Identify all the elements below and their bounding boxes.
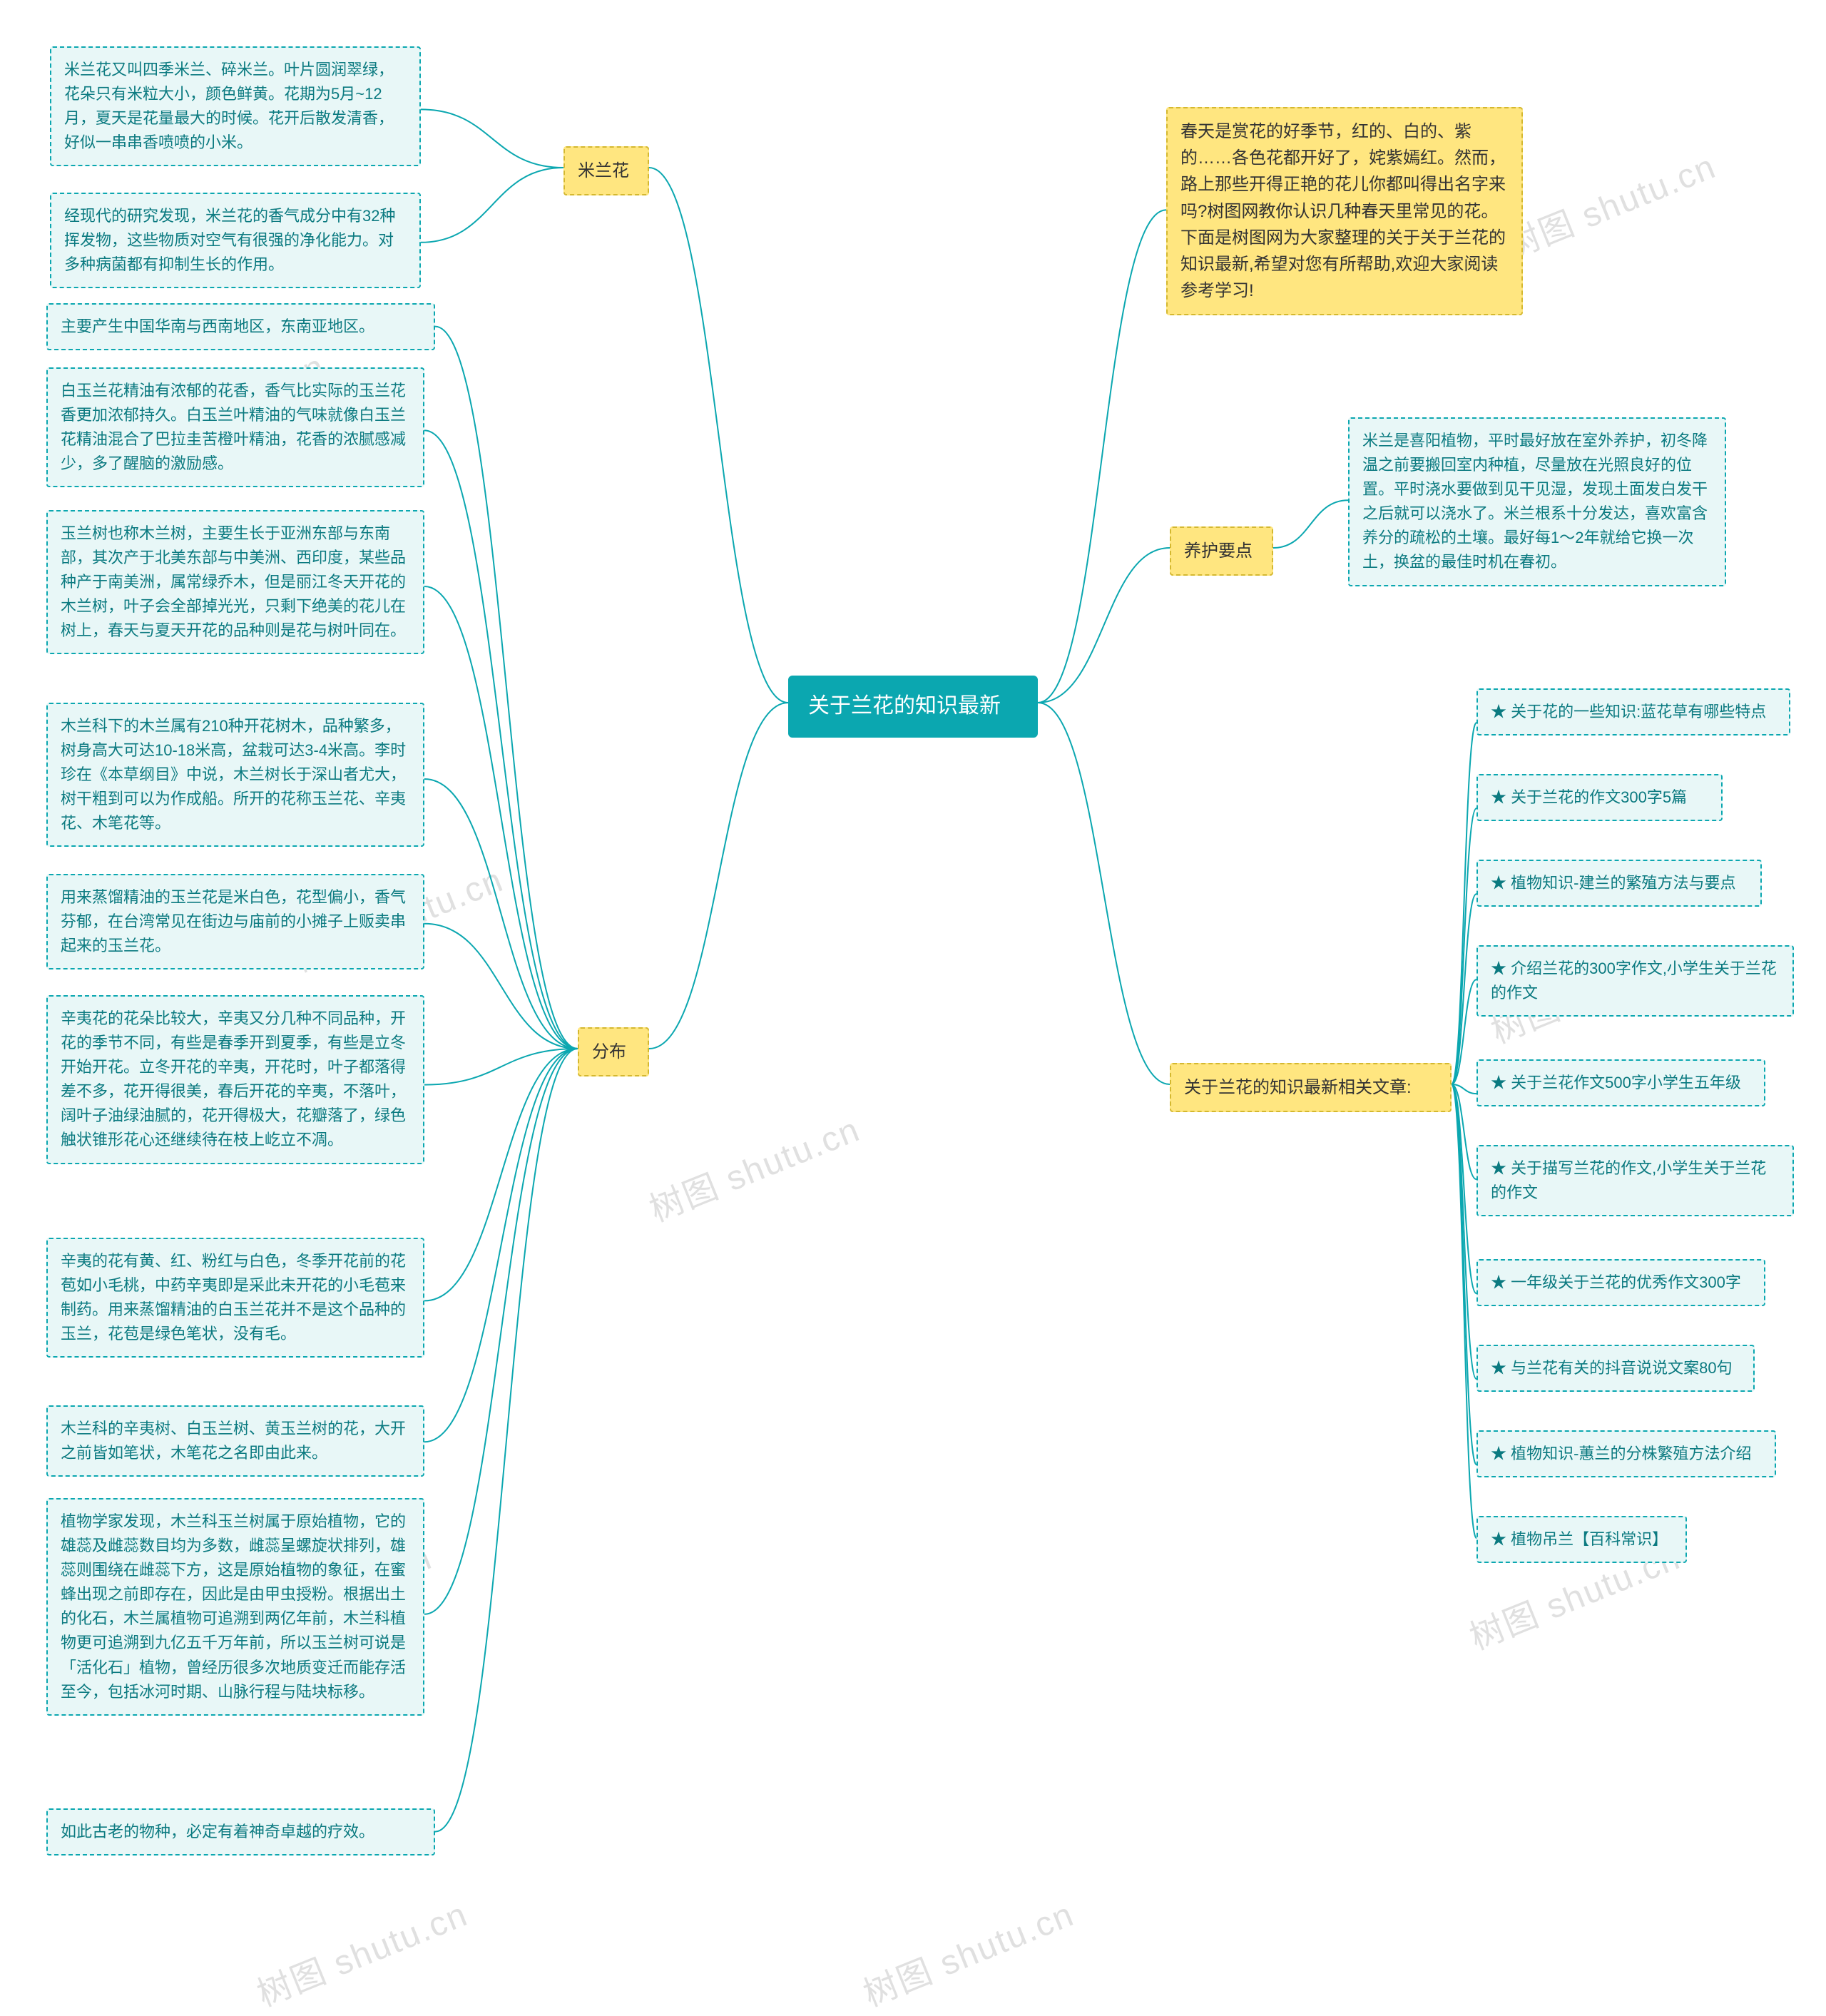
connector <box>424 1049 578 1085</box>
leaf-node: ★ 关于兰花作文500字小学生五年级 <box>1476 1059 1765 1106</box>
watermark: 树图 shutu.cn <box>641 1101 866 1231</box>
connector <box>421 109 563 168</box>
root-label: 关于兰花的知识最新 <box>808 694 1001 718</box>
leaf-node: ★ 一年级关于兰花的优秀作文300字 <box>1476 1259 1765 1306</box>
connector <box>1038 548 1170 703</box>
leaf-node: 米兰是喜阳植物，平时最好放在室外养护，初冬降温之前要搬回室内种植，尽量放在光照良… <box>1348 417 1726 586</box>
connector <box>424 1049 578 1614</box>
connector <box>424 430 578 1049</box>
leaf-node: 白玉兰花精油有浓郁的花香，香气比实际的玉兰花香更加浓郁持久。白玉兰叶精油的气味就… <box>46 367 424 487</box>
leaf-node: 木兰科的辛夷树、白玉兰树、黄玉兰树的花，大开之前皆如笔状，木笔花之名即由此来。 <box>46 1405 424 1477</box>
connector <box>649 168 788 703</box>
leaf-node: 辛夷花的花朵比较大，辛夷又分几种不同品种，开花的季节不同，有些是春季开到夏季，有… <box>46 995 424 1164</box>
branch-node[interactable]: 关于兰花的知识最新相关文章: <box>1170 1063 1452 1112</box>
branch-node[interactable]: 分布 <box>578 1027 649 1076</box>
intro-node: 春天是赏花的好季节，红的、白的、紫的……各色花都开好了，姹紫嫣红。然而，路上那些… <box>1166 107 1523 315</box>
leaf-node: 米兰花又叫四季米兰、碎米兰。叶片圆润翠绿，花朵只有米粒大小，颜色鲜黄。花期为5月… <box>50 46 421 166</box>
connector <box>1452 723 1476 1084</box>
connector <box>424 779 578 1049</box>
connector <box>1452 979 1476 1084</box>
leaf-node: 用来蒸馏精油的玉兰花是米白色，花型偏小，香气芬郁，在台湾常见在街边与庙前的小摊子… <box>46 874 424 969</box>
leaf-node: ★ 关于兰花的作文300字5篇 <box>1476 774 1723 821</box>
connector <box>1452 1084 1476 1293</box>
connector <box>424 586 578 1049</box>
leaf-node: ★ 植物知识-蕙兰的分株繁殖方法介绍 <box>1476 1430 1776 1477</box>
connector <box>1452 1084 1476 1538</box>
leaf-node: 木兰科下的木兰属有210种开花树木，品种繁多，树身高大可达10-18米高，盆栽可… <box>46 703 424 847</box>
connector <box>1452 1084 1476 1179</box>
watermark: 树图 shutu.cn <box>855 1886 1080 2016</box>
connector <box>424 1049 578 1300</box>
connector <box>1452 808 1476 1084</box>
connector <box>421 168 563 243</box>
watermark: 树图 shutu.cn <box>248 1886 474 2016</box>
leaf-node: 辛夷的花有黄、红、粉红与白色，冬季开花前的花苞如小毛桃，中药辛夷即是采此未开花的… <box>46 1238 424 1358</box>
leaf-node: 主要产生中国华南与西南地区，东南亚地区。 <box>46 303 435 350</box>
leaf-node: 如此古老的物种，必定有着神奇卓越的疗效。 <box>46 1808 435 1855</box>
leaf-node: ★ 关于描写兰花的作文,小学生关于兰花的作文 <box>1476 1145 1794 1216</box>
leaf-node: ★ 植物知识-建兰的繁殖方法与要点 <box>1476 860 1762 907</box>
connector <box>1452 1084 1476 1379</box>
connector <box>1038 703 1170 1084</box>
connector <box>1273 500 1348 548</box>
connector <box>1452 1084 1476 1094</box>
leaf-node: ★ 关于花的一些知识:蓝花草有哪些特点 <box>1476 688 1790 735</box>
leaf-node: 玉兰树也称木兰树，主要生长于亚洲东部与东南部，其次产于北美东部与中美洲、西印度，… <box>46 510 424 654</box>
leaf-node: 经现代的研究发现，米兰花的香气成分中有32种挥发物，这些物质对空气有很强的净化能… <box>50 193 421 288</box>
connector <box>435 1049 578 1832</box>
connector <box>1038 210 1166 703</box>
root-node[interactable]: 关于兰花的知识最新 <box>788 676 1038 738</box>
watermark: 树图 shutu.cn <box>1496 138 1722 268</box>
branch-node[interactable]: 养护要点 <box>1170 526 1273 576</box>
leaf-node: ★ 介绍兰花的300字作文,小学生关于兰花的作文 <box>1476 945 1794 1017</box>
connector <box>435 327 578 1049</box>
leaf-node: ★ 植物吊兰【百科常识】 <box>1476 1516 1687 1563</box>
connector <box>424 924 578 1049</box>
branch-node[interactable]: 米兰花 <box>563 146 649 195</box>
connector <box>1452 894 1476 1084</box>
connector <box>649 703 788 1049</box>
connector <box>424 1049 578 1442</box>
connector <box>1452 1084 1476 1465</box>
leaf-node: 植物学家发现，木兰科玉兰树属于原始植物，它的雄蕊及雌蕊数目均为多数，雌蕊呈螺旋状… <box>46 1498 424 1716</box>
leaf-node: ★ 与兰花有关的抖音说说文案80句 <box>1476 1345 1755 1392</box>
